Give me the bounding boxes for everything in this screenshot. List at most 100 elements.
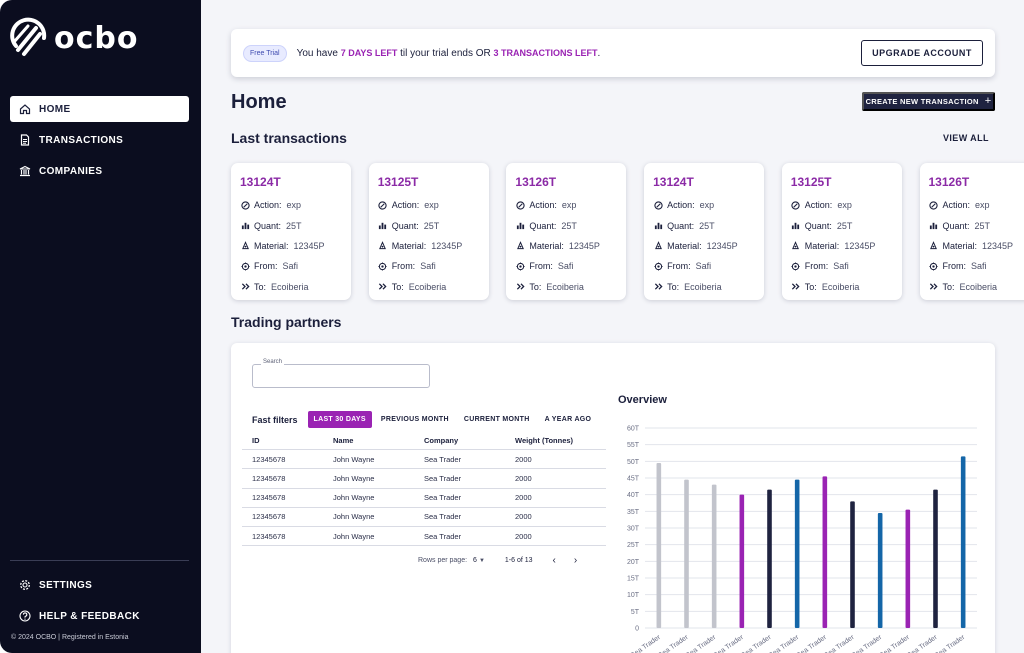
material-icon [378, 241, 388, 251]
double-chevron-right-icon [929, 282, 939, 292]
sidebar-item-transactions[interactable]: TRANSACTIONS [10, 127, 189, 153]
chart-bar [767, 489, 772, 628]
card-value: 25T [423, 220, 440, 231]
upgrade-account-button[interactable]: UPGRADE ACCOUNT [861, 40, 983, 66]
search-field[interactable]: Search [252, 359, 430, 388]
sidebar-item-home[interactable]: HOME [10, 96, 189, 122]
card-value: 12345P [844, 240, 876, 251]
column-header-weight[interactable]: Weight (Tonnes) [515, 435, 574, 445]
sidebar-item-settings[interactable]: SETTINGS [10, 572, 189, 598]
action-icon [240, 200, 250, 210]
table-row[interactable]: 12345678 John Wayne Sea Trader 2000 [242, 469, 606, 489]
filter-current-month[interactable]: CURRENT MONTH [463, 416, 530, 423]
x-tick-label: Sea Trader [685, 634, 718, 653]
card-value: Safi [557, 261, 574, 272]
chart-bar [684, 479, 689, 628]
card-row-quant: Quant: 25T [653, 215, 764, 235]
card-row-to: To: Ecoiberia [240, 277, 351, 297]
table-cell: 12345678 [252, 493, 286, 503]
page-title: Home [231, 91, 287, 113]
quantity-icon [378, 221, 388, 231]
logo[interactable]: ocbo [10, 16, 138, 58]
chart-bar [960, 456, 966, 628]
card-row-quant: Quant: 25T [378, 215, 489, 235]
card-row-action: Action: exp [378, 195, 489, 215]
card-label: To: [942, 281, 955, 292]
card-row-from: From: Safi [653, 256, 764, 276]
x-tick-label: Sea Trader [768, 634, 801, 653]
y-tick-label: 25T [627, 542, 640, 549]
sidebar-item-companies[interactable]: COMPANIES [10, 158, 189, 184]
card-label: Material: [942, 240, 978, 251]
transaction-card[interactable]: 13125T Action: exp Quant: 25T Material: 12345P… [781, 163, 902, 300]
column-header-company[interactable]: Company [424, 435, 459, 445]
table-cell: 12345678 [252, 473, 286, 483]
transaction-id: 13126T [515, 175, 557, 189]
card-value: 12345P [293, 240, 325, 251]
create-transaction-button[interactable]: CREATE NEW TRANSACTION + [862, 92, 995, 111]
trial-banner: Free Trial You have 7 DAYS LEFT til your… [231, 29, 995, 77]
transaction-card[interactable]: 13125T Action: exp Quant: 25T Material: 12345P… [368, 163, 489, 300]
table-row[interactable]: 12345678 John Wayne Sea Trader 2000 [242, 489, 606, 508]
transaction-card[interactable]: 13126T Action: exp Quant: 25T Material: 12345P… [506, 163, 627, 300]
x-tick-label: Sea Trader [934, 634, 967, 653]
card-value: 25T [836, 220, 853, 231]
card-value: Safi [833, 261, 849, 272]
card-value: 12345P [568, 240, 600, 251]
card-value: exp [286, 200, 302, 211]
card-value: 12345P [706, 240, 738, 251]
material-icon [929, 241, 939, 251]
table-cell: 2000 [515, 512, 532, 522]
card-label: Material: [667, 240, 702, 251]
trial-text-1: You have [296, 47, 341, 59]
chart-bar [794, 479, 800, 628]
filter-previous-month[interactable]: PREVIOUS MONTH [380, 416, 449, 423]
quantity-icon [240, 221, 250, 231]
previous-page-button[interactable]: ‹ [552, 555, 556, 566]
sidebar: ocbo HOME TRANSACTIONS COMPANIES [0, 0, 201, 653]
table-pagination: Rows per page: 6 ▼ 1-6 of 13 ‹ › [418, 555, 595, 566]
next-page-button[interactable]: › [573, 555, 578, 566]
trial-text-3: . [597, 47, 601, 59]
chart-title: Overview [618, 394, 667, 406]
action-icon [791, 200, 801, 210]
table-cell: John Wayne [333, 531, 375, 541]
table-row[interactable]: 12345678 John Wayne Sea Trader 2000 [242, 450, 606, 470]
column-header-id[interactable]: ID [252, 435, 260, 445]
home-icon [18, 102, 32, 116]
filter-a-year-ago[interactable]: A YEAR AGO [544, 416, 592, 423]
x-tick-label: Sea Trader [657, 634, 690, 653]
material-icon [240, 241, 250, 251]
column-header-name[interactable]: Name [333, 435, 354, 445]
transaction-card[interactable]: 13124T Action: exp Quant: 25T Material: 12345P… [644, 163, 765, 300]
gear-icon [18, 578, 32, 592]
card-label: Quant: [391, 220, 419, 231]
rows-per-page-select[interactable]: 6 [473, 557, 477, 564]
view-all-link[interactable]: VIEW ALL [943, 133, 989, 143]
chart-bar [656, 463, 662, 628]
filter-last-30-days[interactable]: LAST 30 DAYS [307, 411, 372, 428]
y-tick-label: 60T [627, 426, 640, 433]
table-cell: Sea Trader [424, 454, 462, 464]
trial-message: You have 7 DAYS LEFT til your trial ends… [297, 48, 601, 59]
y-tick-label: 45T [627, 476, 640, 483]
card-label: To: [391, 281, 404, 292]
transaction-card[interactable]: 13126T Action: exp Quant: 25T Material: 12345P… [919, 163, 1024, 300]
table-row[interactable]: 12345678 John Wayne Sea Trader 2000 [242, 527, 606, 547]
card-row-material: Material: 12345P [515, 236, 626, 256]
transaction-card[interactable]: 13124T Action: exp Quant: 25T Material: 12345P… [231, 163, 351, 300]
caret-down-icon[interactable]: ▼ [478, 557, 485, 564]
table-cell: John Wayne [333, 512, 375, 522]
transaction-id: 13124T [240, 175, 281, 189]
card-row-quant: Quant: 25T [240, 215, 351, 235]
material-icon [653, 241, 663, 251]
partners-table: ID Name Company Weight (Tonnes) 12345678… [242, 431, 606, 547]
rows-per-page-label: Rows per page: [418, 557, 468, 564]
sidebar-item-label: HOME [39, 103, 71, 115]
table-cell: Sea Trader [424, 473, 462, 483]
table-header: ID Name Company Weight (Tonnes) [242, 431, 606, 451]
search-input[interactable] [259, 371, 419, 380]
table-row[interactable]: 12345678 John Wayne Sea Trader 2000 [242, 508, 606, 527]
card-value: exp [561, 200, 577, 211]
sidebar-item-help[interactable]: HELP & FEEDBACK [10, 603, 189, 629]
